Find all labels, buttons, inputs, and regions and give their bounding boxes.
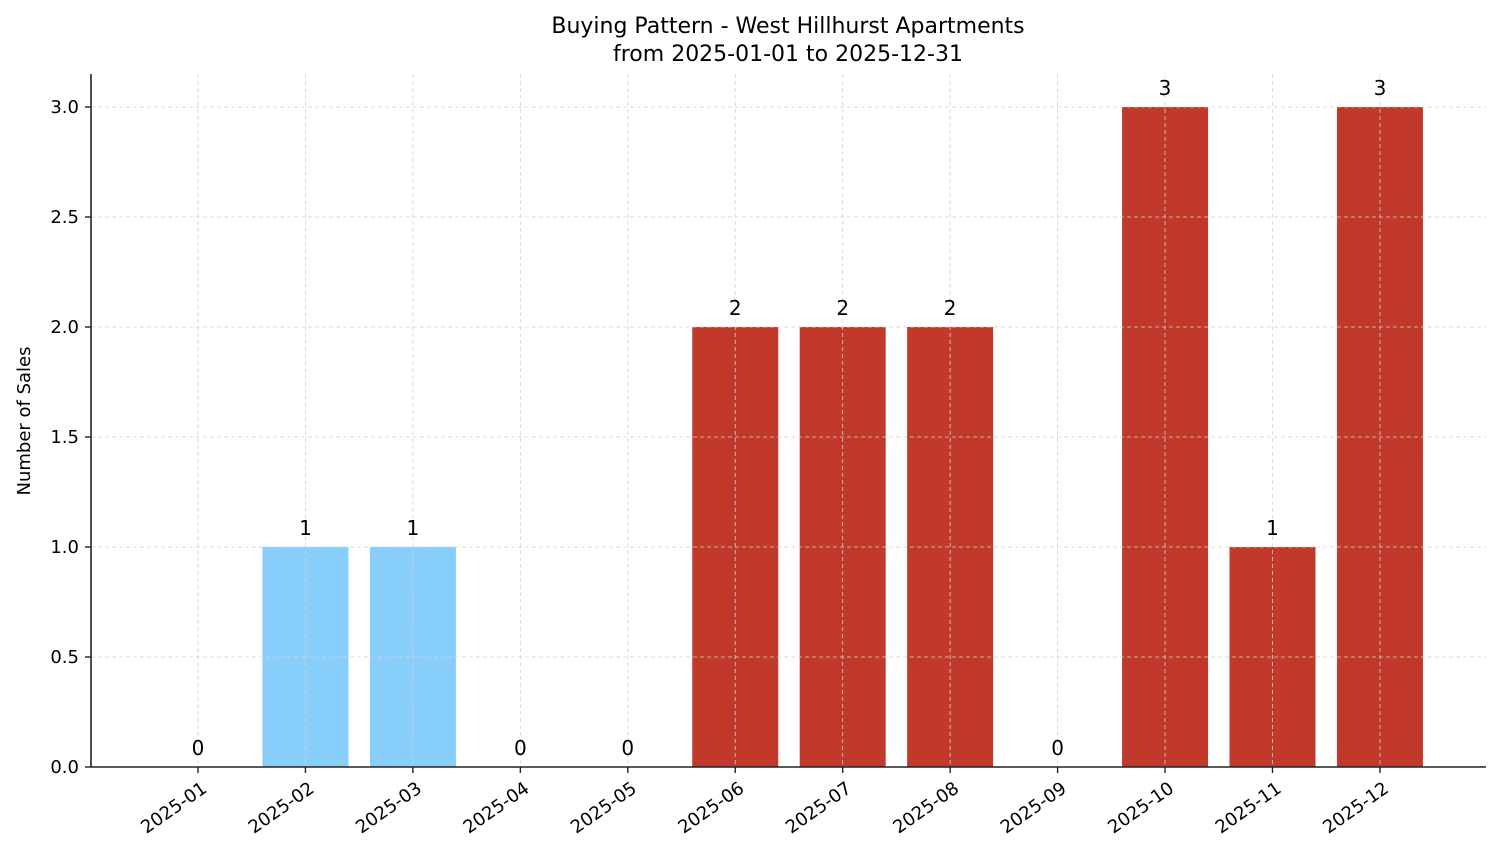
- data-label: 0: [621, 736, 634, 760]
- y-tick-label: 1.5: [50, 427, 79, 448]
- data-labels: 0 1 1 0 0 2 2 2 0 3 1 3: [192, 76, 1387, 760]
- x-tick-label: 2025-01: [137, 778, 211, 838]
- data-label: 0: [1051, 736, 1064, 760]
- x-axis-ticks: 2025-01 2025-02 2025-03 2025-04 2025-05 2025-…: [137, 767, 1393, 838]
- grid-overlay: [91, 74, 1486, 767]
- data-label: 2: [836, 296, 849, 320]
- data-label: 0: [514, 736, 527, 760]
- data-label: 1: [407, 516, 420, 540]
- x-tick-label: 2025-06: [674, 778, 748, 838]
- x-tick-label: 2025-07: [782, 778, 856, 838]
- data-label: 1: [299, 516, 312, 540]
- x-tick-label: 2025-11: [1212, 778, 1286, 838]
- x-tick-label: 2025-09: [997, 778, 1071, 838]
- data-label: 3: [1159, 76, 1172, 100]
- x-tick-label: 2025-03: [352, 778, 426, 838]
- x-tick-label: 2025-08: [889, 778, 963, 838]
- y-tick-label: 2.0: [50, 317, 79, 338]
- x-tick-label: 2025-10: [1104, 778, 1178, 838]
- y-axis-label: Number of Sales: [14, 346, 35, 495]
- y-tick-label: 0.5: [50, 647, 79, 668]
- data-label: 2: [729, 296, 742, 320]
- axes: [90, 74, 1486, 768]
- y-tick-label: 0.0: [50, 757, 79, 778]
- x-tick-label: 2025-12: [1319, 778, 1393, 838]
- y-tick-label: 2.5: [50, 207, 79, 228]
- chart-title: Buying Pattern - West Hillhurst Apartmen…: [551, 14, 1024, 39]
- x-tick-label: 2025-02: [245, 778, 319, 838]
- y-tick-label: 1.0: [50, 537, 79, 558]
- x-tick-label: 2025-05: [567, 778, 641, 838]
- y-tick-label: 3.0: [50, 97, 79, 118]
- data-label: 2: [944, 296, 957, 320]
- data-label: 0: [192, 736, 205, 760]
- x-tick-label: 2025-04: [460, 778, 534, 838]
- data-label: 1: [1266, 516, 1279, 540]
- y-axis-ticks: 0.0 0.5 1.0 1.5 2.0 2.5 3.0: [50, 97, 91, 778]
- chart-subtitle: from 2025-01-01 to 2025-12-31: [613, 42, 963, 67]
- data-label: 3: [1374, 76, 1387, 100]
